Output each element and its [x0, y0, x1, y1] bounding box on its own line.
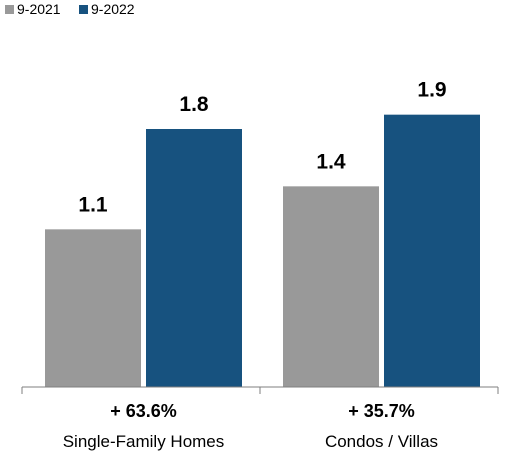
category-label-single-family-homes: Single-Family Homes [63, 432, 225, 451]
legend: 9-2021 9-2022 [5, 1, 135, 17]
value-label-condos-villas-9-2022: 1.9 [417, 79, 446, 102]
value-labels-group: 1.1 1.8 1.4 1.9 [78, 79, 446, 217]
change-label-condos-villas: + 35.7% [348, 401, 415, 421]
value-label-condos-villas-9-2021: 1.4 [316, 150, 346, 173]
category-labels-group: + 63.6% Single-Family Homes + 35.7% Condos … [63, 401, 438, 451]
bar-single-family-homes-9-2022 [146, 129, 242, 387]
category-label-condos-villas: Condos / Villas [325, 432, 438, 451]
value-label-single-family-homes-9-2022: 1.8 [179, 93, 209, 116]
x-axis [21, 386, 499, 394]
legend-label-9-2022: 9-2022 [91, 1, 135, 17]
change-label-single-family-homes: + 63.6% [110, 401, 177, 421]
bar-single-family-homes-9-2021 [45, 229, 141, 387]
bars-group [45, 114, 480, 388]
bar-condos-villas-9-2022 [384, 114, 480, 388]
legend-swatch-9-2021 [5, 5, 14, 14]
legend-label-9-2021: 9-2021 [17, 1, 61, 17]
value-label-single-family-homes-9-2021: 1.1 [78, 193, 108, 216]
bar-condos-villas-9-2021 [283, 186, 379, 387]
legend-swatch-9-2022 [79, 5, 88, 14]
